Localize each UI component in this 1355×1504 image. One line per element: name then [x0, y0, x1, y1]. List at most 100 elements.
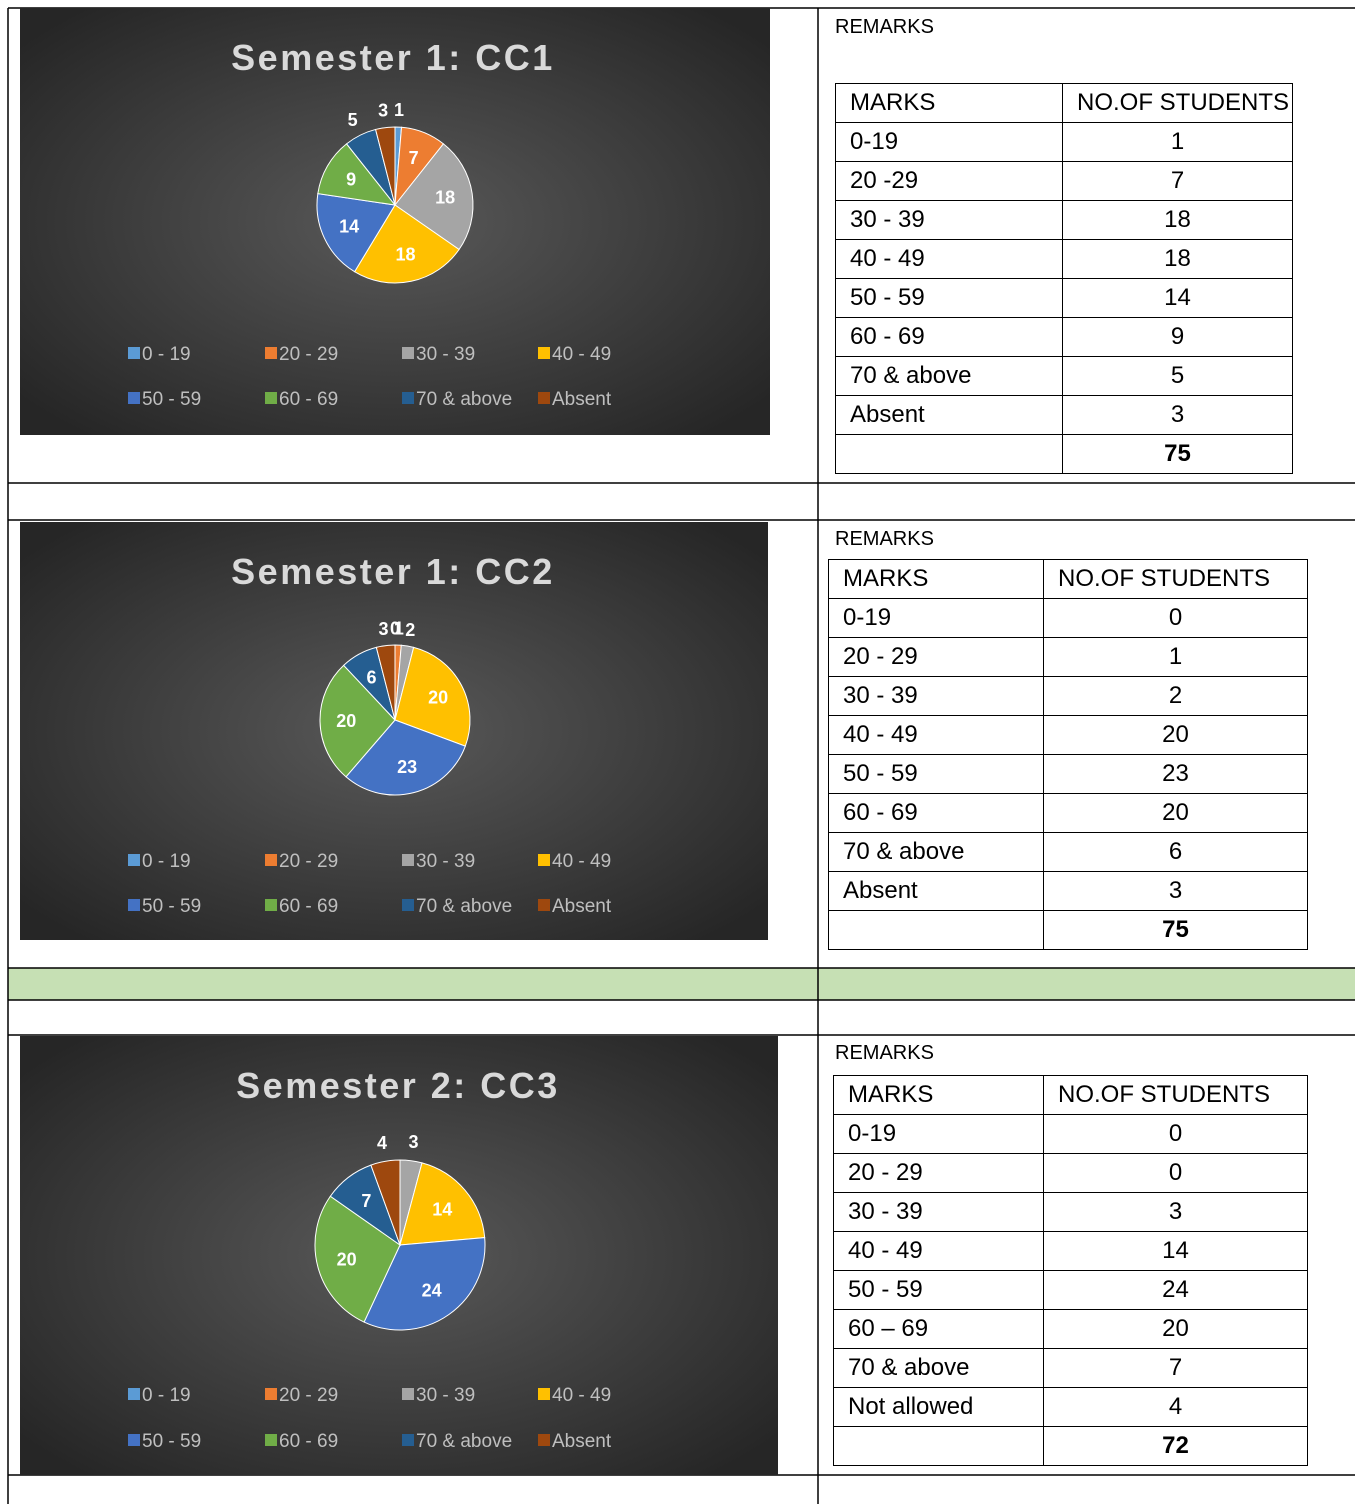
data-label: 3	[379, 619, 389, 639]
pie-slice	[375, 644, 396, 721]
legend-swatch	[265, 392, 277, 404]
legend-label: 30 - 39	[416, 344, 475, 365]
chart-title: Semester 2: CC3	[236, 1065, 560, 1106]
remarks-label: REMARKS	[835, 528, 934, 550]
count-cell: 18	[1062, 239, 1293, 279]
legend-label: 50 - 59	[142, 896, 201, 917]
empty-cell	[828, 910, 1044, 950]
table-row: 30 - 39 18	[835, 200, 1293, 240]
legend-swatch	[265, 854, 277, 866]
chart-title: Semester 1: CC2	[231, 551, 555, 592]
count-cell: 24	[1043, 1270, 1308, 1310]
data-label: 24	[422, 1280, 442, 1300]
legend-label: 20 - 29	[279, 344, 338, 365]
pie-slice	[345, 719, 466, 796]
pie-slice	[314, 1195, 401, 1323]
table-row: Not allowed 4	[833, 1387, 1308, 1427]
chart-title: Semester 1: CC1	[231, 37, 555, 78]
table-row: 30 - 39 3	[833, 1192, 1308, 1232]
count-cell: 20	[1043, 1309, 1308, 1349]
marks-cell: 60 - 69	[828, 793, 1044, 833]
legend-swatch	[402, 1434, 414, 1446]
count-cell: 20	[1043, 793, 1308, 833]
data-label: 23	[397, 757, 417, 777]
legend-label: 40 - 49	[552, 344, 611, 365]
legend-swatch	[128, 1388, 140, 1400]
legend-swatch	[265, 347, 277, 359]
legend-label: 0 - 19	[142, 851, 191, 872]
legend-swatch	[128, 854, 140, 866]
legend-label: 40 - 49	[552, 851, 611, 872]
pie-slice	[363, 1237, 486, 1331]
table-row: 50 - 59 14	[835, 278, 1293, 318]
table-row: 20 - 29 1	[828, 637, 1308, 677]
legend-label: 50 - 59	[142, 389, 201, 410]
marks-cell: 50 - 59	[833, 1270, 1044, 1310]
marks-cell: 20 - 29	[828, 637, 1044, 677]
legend-label: Absent	[552, 1431, 612, 1452]
data-label: 7	[409, 148, 419, 168]
table-row: 70 & above 6	[828, 832, 1308, 872]
marks-cell: 30 - 39	[833, 1192, 1044, 1232]
marks-cell: 70 & above	[835, 356, 1063, 396]
marks-cell: 0-19	[835, 122, 1063, 162]
marks-cell: 50 - 59	[835, 278, 1063, 318]
legend-label: 20 - 29	[279, 851, 338, 872]
legend-swatch	[402, 347, 414, 359]
table-row: 30 - 39 2	[828, 676, 1308, 716]
pie-slice	[370, 1159, 401, 1246]
table-row: Absent 3	[835, 395, 1293, 435]
legend-label: 60 - 69	[279, 896, 338, 917]
count-cell: 5	[1062, 356, 1293, 396]
count-cell: 1	[1062, 122, 1293, 162]
data-label: 20	[336, 711, 356, 731]
marks-cell: 40 - 49	[833, 1231, 1044, 1271]
data-label: 3	[378, 101, 388, 121]
count-cell: 4	[1043, 1387, 1308, 1427]
legend-swatch	[402, 854, 414, 866]
count-cell: 6	[1043, 832, 1308, 872]
marks-cell: 0-19	[828, 598, 1044, 638]
marks-cell: 50 - 59	[828, 754, 1044, 794]
table-row: 0-19 0	[833, 1114, 1308, 1154]
marks-cell: 70 & above	[828, 832, 1044, 872]
legend-label: 30 - 39	[416, 1385, 475, 1406]
table-row: 50 - 59 23	[828, 754, 1308, 794]
table-row: 40 - 49 20	[828, 715, 1308, 755]
data-label: 2	[405, 620, 415, 640]
legend-label: 60 - 69	[279, 389, 338, 410]
count-cell: 18	[1062, 200, 1293, 240]
marks-cell: 20 - 29	[833, 1153, 1044, 1193]
legend-swatch	[538, 347, 550, 359]
marks-table: MARKS NO.OF STUDENTS 0-19 0 20 - 29 1 30 - 39 2…	[828, 559, 1308, 950]
table-row: 0-19 0	[828, 598, 1308, 638]
legend-label: Absent	[552, 389, 612, 410]
count-cell: 9	[1062, 317, 1293, 357]
legend-swatch	[265, 1388, 277, 1400]
legend-swatch	[128, 347, 140, 359]
header-cell: MARKS	[835, 83, 1063, 123]
legend-label: 70 & above	[416, 896, 512, 917]
pie-slice	[374, 126, 396, 206]
data-label: 6	[367, 667, 377, 687]
table-row: 70 & above 5	[835, 356, 1293, 396]
count-cell: 0	[1043, 598, 1308, 638]
legend-label: Absent	[552, 896, 612, 917]
count-cell: 0	[1043, 1153, 1308, 1193]
count-cell: 2	[1043, 676, 1308, 716]
legend-swatch	[538, 854, 550, 866]
header-row: MARKS NO.OF STUDENTS	[833, 1075, 1308, 1115]
table-row: 60 - 69 20	[828, 793, 1308, 833]
data-label: 20	[428, 687, 448, 707]
table-row: Absent 3	[828, 871, 1308, 911]
count-cell: 1	[1043, 637, 1308, 677]
table-row: 50 - 59 24	[833, 1270, 1308, 1310]
marks-table: MARKS NO.OF STUDENTS 0-19 1 20 -29 7 30 - 39 18…	[835, 83, 1293, 474]
marks-cell: 20 -29	[835, 161, 1063, 201]
pie-slice	[353, 204, 460, 284]
legend-label: 30 - 39	[416, 851, 475, 872]
table-row: 60 – 69 20	[833, 1309, 1308, 1349]
table-row: 40 - 49 18	[835, 239, 1293, 279]
